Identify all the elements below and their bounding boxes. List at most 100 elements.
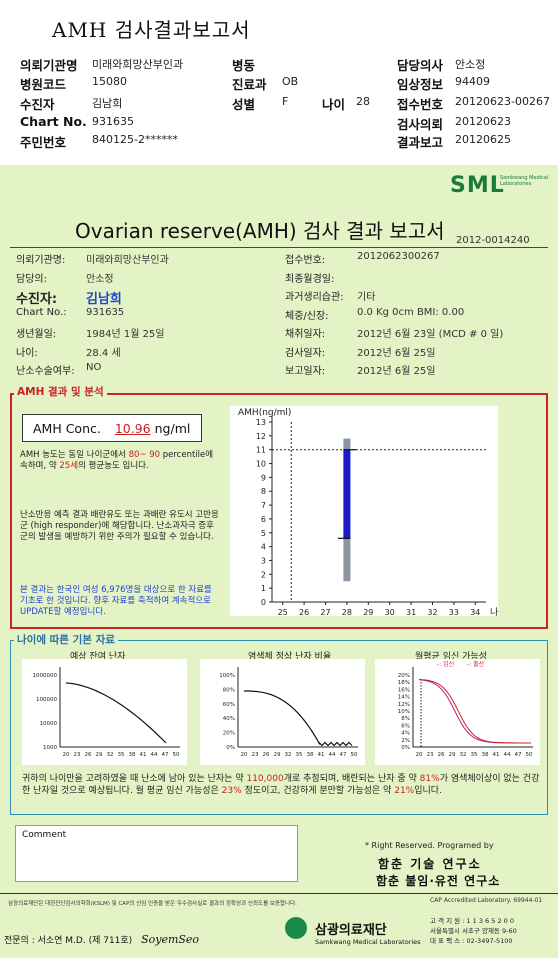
cap-accreditation: CAP Accredited Laboratory. 69944-01 (430, 897, 543, 904)
x-tick-label: 44 (504, 752, 511, 758)
info-label: 채취일자: (285, 329, 326, 340)
y-tick-label: 60% (223, 702, 235, 708)
y-tick-label: 9 (261, 473, 266, 482)
y-tick-label: 1000000 (33, 673, 58, 679)
y-tick-label: 1 (261, 584, 266, 593)
report-header: AMH 검사결과보고서 의뢰기관명 미래와희망산부인과 병동 담당의사 안소정 … (0, 0, 558, 165)
y-tick-label: 20% (398, 673, 410, 679)
x-tick-label: 20 (241, 752, 248, 758)
y-tick-label: 0% (226, 745, 235, 751)
x-tick-label: 31 (406, 608, 416, 616)
conc-value: 10.96 (114, 421, 151, 436)
pregnancy-line (418, 679, 531, 744)
amh-data-note: 본 결과는 한국인 여성 6,976명을 대상으로 한 자료를 기초로 한 것입… (20, 585, 212, 617)
label-institution: 의뢰기관명 (20, 58, 78, 73)
label-patient: 수진자 (20, 97, 55, 112)
x-tick-label: 50 (351, 752, 358, 758)
x-tick-label: 32 (107, 752, 114, 758)
x-tick-label: 32 (427, 608, 437, 616)
info-row: 난소수술여부: NO (16, 362, 101, 377)
y-tick-label: 12 (256, 432, 266, 441)
y-tick-label: 10 (256, 460, 266, 469)
header-title: AMH 검사결과보고서 (52, 18, 251, 42)
estimated-eggs: 110,000 (246, 774, 284, 784)
info-row: 과거생리습관: 기타 (285, 288, 375, 303)
y-tick-label: 10% (398, 709, 410, 715)
certification-note: 삼광의료재단은 대한진단검사의학회(KSLM) 및 CAP의 신임 인증을 받은… (8, 901, 297, 907)
label-chart-no: Chart No. (20, 114, 87, 129)
info-value: 2012년 6월 23일 (MCD # 0 일) (357, 329, 504, 340)
value-patient: 김남희 (92, 97, 123, 110)
info-value: NO (86, 362, 102, 373)
x-tick-label: 38 (307, 752, 314, 758)
x-tick-label: 33 (449, 608, 459, 616)
amh-section-title: AMH 결과 및 분석 (14, 384, 107, 399)
x-tick-label: 34 (470, 608, 480, 616)
label-resident-no: 주민번호 (20, 135, 67, 150)
info-label: Chart No.: (16, 306, 67, 318)
x-tick-label: 47 (340, 752, 347, 758)
y-tick-label: 8% (401, 716, 410, 722)
label-doctor: 담당의사 (397, 58, 444, 73)
conc-unit: ng/ml (154, 421, 191, 436)
comment-label: Comment (22, 830, 67, 840)
info-label: 최종월경일: (285, 273, 335, 285)
y-tick-label: 13 (256, 418, 266, 427)
x-tick-label: 47 (515, 752, 522, 758)
header-row-1: 의뢰기관명 미래와희망산부인과 (20, 55, 183, 74)
equivalent-age: 25세 (59, 461, 79, 471)
x-tick-label: 44 (329, 752, 336, 758)
info-row: 의뢰기관명: 미래와희망산부인과 (16, 251, 169, 266)
info-label: 담당의: (16, 273, 47, 285)
value-clinical-info: 94409 (455, 75, 490, 88)
foundation-subtitle: Samkwang Medical Laboratories (315, 938, 421, 946)
x-tick-label: 38 (129, 752, 136, 758)
info-row: 검사일자: 2012년 6월 25일 (285, 344, 436, 359)
y-tick-label: 0% (401, 745, 410, 751)
rights-reserved: * Right Reserved. Programed by (365, 841, 494, 850)
x-tick-label: 20 (416, 752, 423, 758)
amh-concentration-box: AMH Conc. 10.96 ng/ml (22, 414, 202, 442)
y-tick-label: 40% (223, 716, 235, 722)
y-tick-label: 6 (261, 515, 266, 524)
y-tick-label: 8 (261, 487, 266, 496)
info-label: 과거생리습관: (285, 292, 344, 303)
value-report-date: 20120625 (455, 133, 511, 146)
y-tick-label: 7 (261, 501, 266, 510)
x-tick-label: 23 (74, 752, 81, 758)
x-tick-label: 29 (449, 752, 456, 758)
y-tick-label: 0 (261, 598, 266, 607)
sml-logo: SML (450, 173, 505, 198)
x-axis-label: 나이 (490, 607, 498, 616)
y-tick-label: 4% (401, 731, 410, 737)
y-tick-label: 11 (256, 446, 266, 455)
info-label: 나이: (16, 347, 38, 359)
foundation-logo-icon (285, 917, 307, 939)
label-hospital-code: 병원코드 (20, 77, 67, 92)
info-value: 2012년 6월 25일 (357, 366, 436, 377)
percentile-bar (343, 449, 351, 539)
info-label: 생년월일: (16, 329, 57, 340)
info-row: 채취일자: 2012년 6월 23일 (MCD # 0 일) (285, 325, 503, 340)
info-value: 0.0 Kg 0cm BMI: 0.00 (357, 306, 465, 318)
mini-chart-pregnancy: 20% 18% 16% 14% 12% 10% 8% 6% 4% 2% 0% 20 23 26 29 32 35… (375, 659, 540, 765)
amh-percentile-text: AMH 농도는 동일 나이군에서 80~ 90 percentile에 속하며,… (20, 450, 214, 471)
value-sex: F (282, 95, 289, 108)
x-tick-label: 23 (427, 752, 434, 758)
x-tick-label: 38 (482, 752, 489, 758)
info-value: 1984년 1월 25일 (86, 329, 165, 340)
x-tick-label: 35 (471, 752, 478, 758)
y-tick-label: 80% (223, 687, 235, 693)
info-label: 검사일자: (285, 347, 326, 359)
y-tick-label: 2% (401, 738, 410, 744)
y-tick-label: 14% (398, 695, 410, 701)
y-tick-label: 100% (219, 673, 235, 679)
legend-birth: -: 출산 (467, 660, 485, 668)
birth-line (418, 679, 531, 744)
x-tick-label: 44 (151, 752, 158, 758)
info-label: 난소수술여부: (16, 366, 75, 377)
report-number: 2012-0014240 (456, 235, 530, 246)
mini1-title: 예상 잔여 난자 (70, 652, 126, 662)
signature: SoyemSeo (141, 933, 200, 946)
